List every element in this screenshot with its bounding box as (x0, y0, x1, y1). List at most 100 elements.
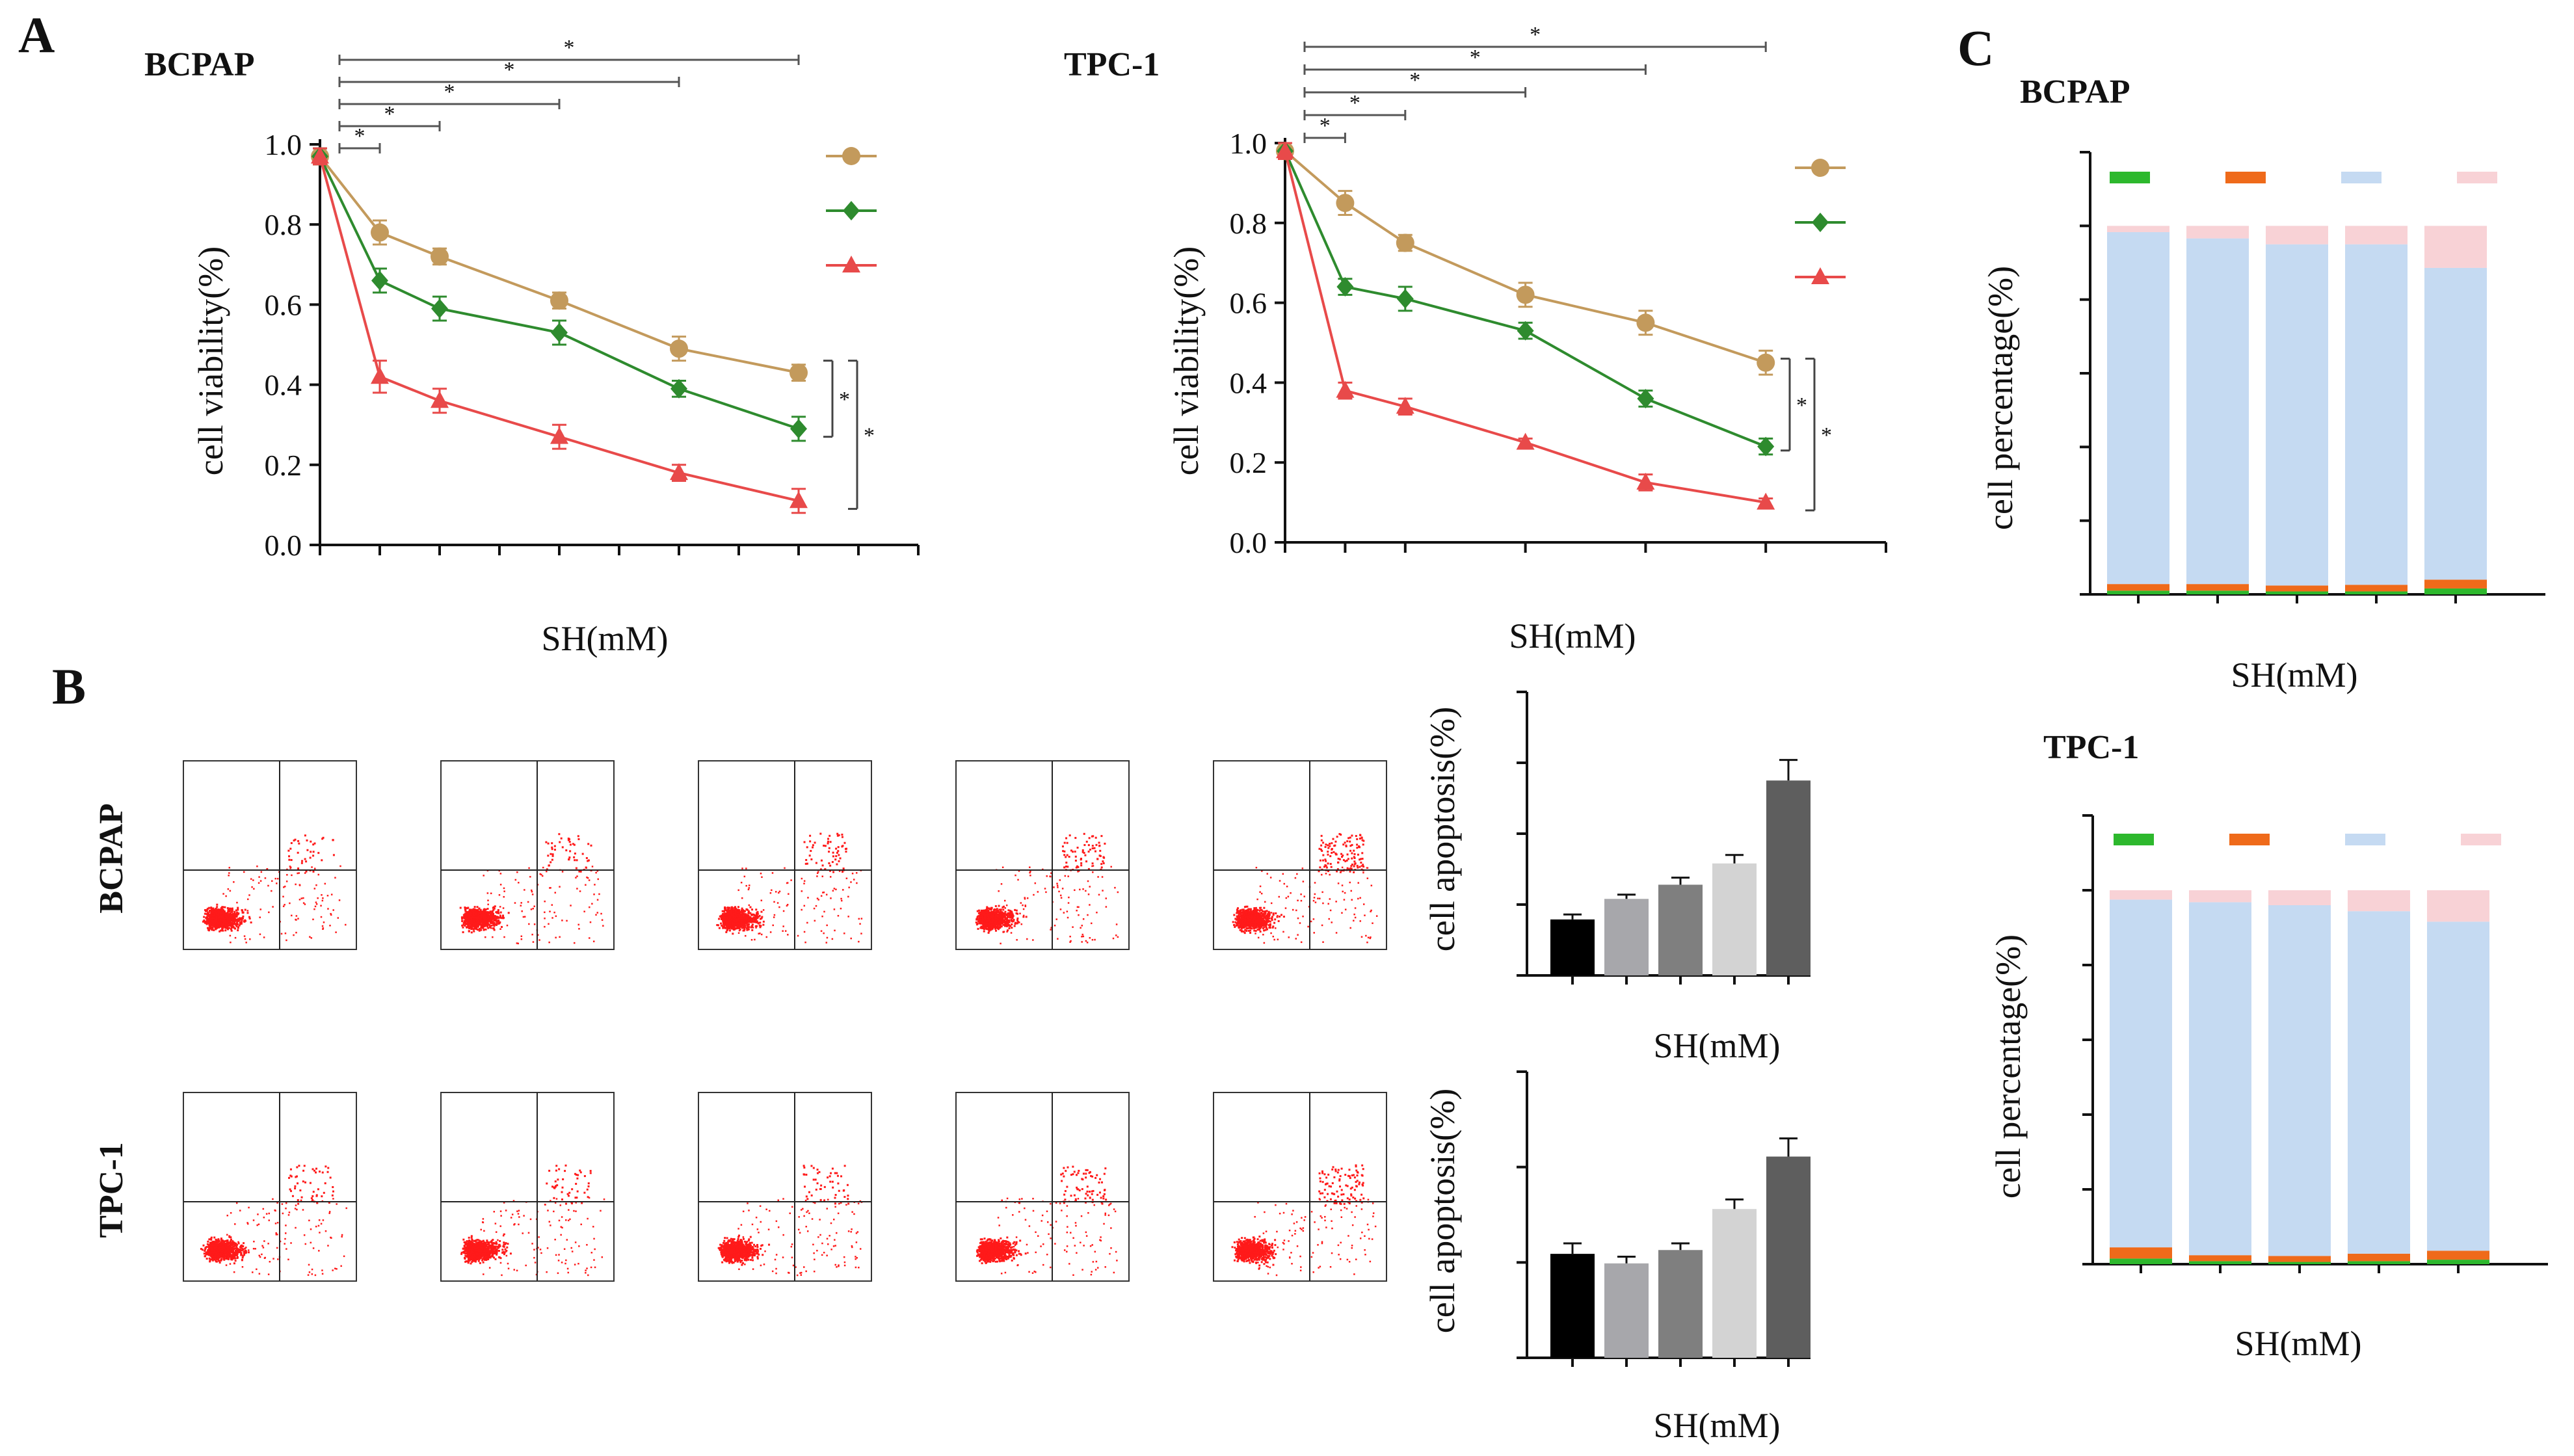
stacked-bar-chart-bcpap: BCPAP SH(mM) cell percentage(%) (1981, 73, 2545, 695)
stack-segment-Q3 (2345, 244, 2408, 585)
legend-swatch-Q2 (2225, 172, 2266, 183)
flow-plot-TPC-1-1mM (440, 1092, 615, 1282)
point-24h (790, 419, 807, 439)
significance-star: * (1349, 91, 1360, 115)
stack-segment-Q1 (2268, 1262, 2331, 1264)
y-tick-label: 0.2 (1230, 446, 1267, 479)
y-tick-label: 0.6 (1230, 287, 1267, 320)
panel-letter-c: C (1957, 20, 1994, 76)
stack-segment-Q1 (2189, 1261, 2251, 1264)
chart-title-c-bcpap: BCPAP (2020, 73, 2130, 111)
significance-star: * (1320, 114, 1331, 138)
stack-segment-Q4 (2107, 226, 2169, 232)
point-48h (371, 367, 389, 384)
stack-segment-Q3 (2266, 244, 2328, 586)
line-chart-tpc1: TPC-1 SH(mM) cell viability(%) 0.0 0.2 0.4… (1064, 23, 1887, 655)
stack-segment-Q4 (2268, 890, 2331, 905)
series-line-24h (1284, 150, 1766, 448)
y-tick-label: 1.0 (265, 128, 302, 161)
legend-swatch-Q1 (2110, 172, 2150, 183)
point-24h (551, 323, 568, 343)
chart-title-c-tpc1: TPC-1 (2043, 729, 2139, 766)
stack-segment-Q4 (2110, 890, 2172, 900)
point-12h (1516, 285, 1535, 304)
legend-marker-12h (1811, 159, 1829, 177)
y-axis-title-apoptosis-tpc1: cell apoptosis(%) (1423, 1089, 1462, 1333)
stack-segment-Q1 (2186, 590, 2249, 594)
significance-star: * (384, 102, 395, 126)
point-12h (1396, 233, 1414, 252)
panel-letter-b: B (52, 658, 86, 715)
stack-segment-Q2 (2345, 585, 2408, 592)
dot-cloud (202, 834, 347, 944)
stack-segment-Q1 (2427, 1260, 2489, 1264)
stack-segment-Q2 (2424, 579, 2487, 589)
stack-segment-Q3 (2186, 238, 2249, 585)
y-axis-title-c-bcpap: cell percentage(%) (1981, 266, 2020, 530)
point-24h (1757, 436, 1775, 457)
stack-segment-Q1 (2345, 591, 2408, 594)
legend-marker-24h (843, 201, 860, 220)
dot-cloud (975, 1165, 1118, 1277)
series-line-48h (319, 155, 799, 503)
legend-swatch-Q4 (2461, 834, 2501, 845)
y-axis-title-tpc1: cell viability(%) (1167, 246, 1206, 475)
stack-segment-Q1 (2110, 1258, 2172, 1264)
point-48h (1757, 492, 1775, 510)
legend-swatch-Q2 (2229, 834, 2270, 845)
point-12h (789, 364, 808, 382)
legend-marker-48h (842, 256, 860, 272)
flow-plot-BCPAP-6mM (1213, 760, 1387, 950)
point-24h (1336, 277, 1354, 297)
bar-1 (1604, 1263, 1649, 1358)
bar-6 (1766, 780, 1811, 975)
stack-segment-Q2 (2348, 1253, 2410, 1262)
stacked-bar-chart-tpc1: TPC-1 SH(mM) cell percentage(%) (1989, 729, 2548, 1363)
significance-star: * (504, 58, 515, 82)
point-12h (1636, 313, 1655, 332)
legend-marker-24h (1812, 213, 1829, 232)
point-12h (1757, 353, 1775, 372)
flow-plot-TPC-1-4mM (955, 1092, 1130, 1282)
legend-marker-12h (842, 147, 860, 165)
chart-title-bcpap: BCPAP (144, 46, 254, 83)
stack-segment-Q1 (2348, 1261, 2410, 1264)
point-48h (1516, 432, 1535, 450)
legend-swatch-Q1 (2114, 834, 2154, 845)
y-tick-label: 0.0 (265, 529, 302, 562)
stack-segment-Q4 (2186, 226, 2249, 239)
bar-2 (1658, 884, 1703, 975)
stack-segment-Q2 (2186, 584, 2249, 591)
point-48h (1396, 397, 1414, 414)
point-24h (1517, 321, 1534, 341)
bar-6 (1766, 1156, 1811, 1358)
panel-letter-a: A (18, 7, 55, 63)
dot-cloud (717, 1165, 863, 1277)
stack-segment-Q4 (2427, 890, 2489, 922)
dot-cloud (716, 832, 863, 944)
point-48h (1636, 472, 1655, 490)
point-12h (431, 247, 449, 266)
point-48h (1336, 380, 1355, 398)
stack-segment-Q3 (2427, 921, 2489, 1251)
stack-segment-Q2 (2189, 1255, 2251, 1262)
stack-segment-Q2 (2268, 1256, 2331, 1262)
stack-segment-Q3 (2107, 232, 2169, 585)
x-axis-title-apoptosis-bcpap: SH(mM) (1653, 1026, 1780, 1065)
side-significance-star: * (839, 388, 850, 412)
legend-swatch-Q4 (2457, 172, 2497, 183)
x-axis-title-c-bcpap: SH(mM) (2231, 655, 2357, 695)
point-48h (670, 463, 688, 481)
bar-4 (1712, 1209, 1757, 1358)
legend-marker-48h (1811, 267, 1829, 284)
y-tick-label: 0.2 (265, 449, 302, 482)
point-48h (311, 146, 329, 164)
significance-star: * (564, 36, 575, 60)
stack-segment-Q4 (2189, 890, 2251, 903)
stack-segment-Q3 (2268, 905, 2331, 1256)
point-12h (550, 291, 568, 310)
flow-row-label-bcpap: BCPAP (93, 803, 130, 913)
series-line-48h (1284, 150, 1766, 504)
significance-star: * (354, 124, 365, 148)
